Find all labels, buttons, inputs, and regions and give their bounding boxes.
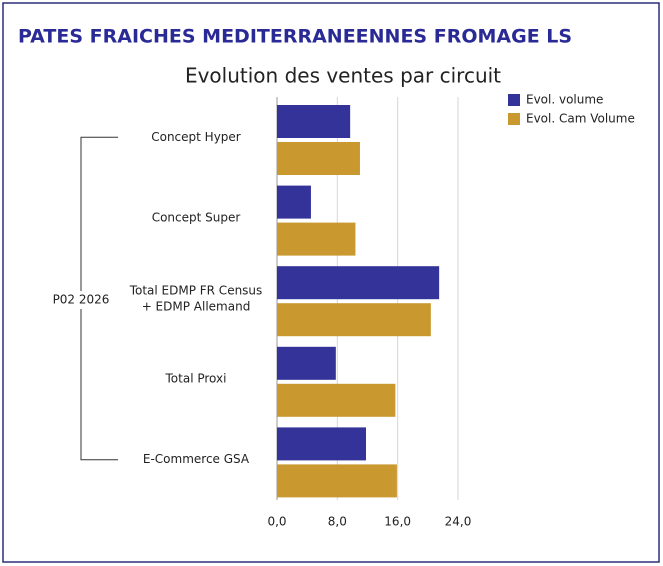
- chart-title: PATES FRAICHES MEDITERRANEENNES FROMAGE …: [18, 26, 572, 48]
- bar: [277, 222, 356, 256]
- y-tick-label: Concept Super: [152, 210, 241, 224]
- x-tick-label: 24,0: [445, 515, 472, 529]
- bar: [277, 346, 336, 380]
- bar: [277, 105, 351, 138]
- x-tick-label: 0,0: [267, 515, 286, 529]
- bar: [277, 266, 440, 300]
- legend-label: Evol. Cam Volume: [526, 112, 635, 126]
- legend-label: Evol. volume: [526, 93, 603, 107]
- chart-subtitle: Evolution des ventes par circuit: [185, 64, 501, 88]
- bar: [277, 142, 360, 175]
- legend-swatch: [508, 113, 520, 125]
- y-tick-label: Total Proxi: [165, 372, 227, 386]
- bar: [277, 427, 366, 461]
- y-tick-label: Concept Hyper: [151, 130, 241, 144]
- group-label-bg: [48, 291, 114, 309]
- x-tick-label: 16,0: [384, 515, 411, 529]
- x-tick-label: 8,0: [328, 515, 347, 529]
- y-tick-label: E-Commerce GSA: [143, 452, 250, 466]
- bar: [277, 383, 396, 417]
- y-tick-label: Total EDMP FR Census + EDMP Allemand: [129, 283, 263, 313]
- bar: [277, 303, 431, 337]
- bar: [277, 185, 311, 219]
- group-label: P02 2026: [53, 293, 110, 307]
- bar: [277, 464, 397, 498]
- legend-swatch: [508, 94, 520, 106]
